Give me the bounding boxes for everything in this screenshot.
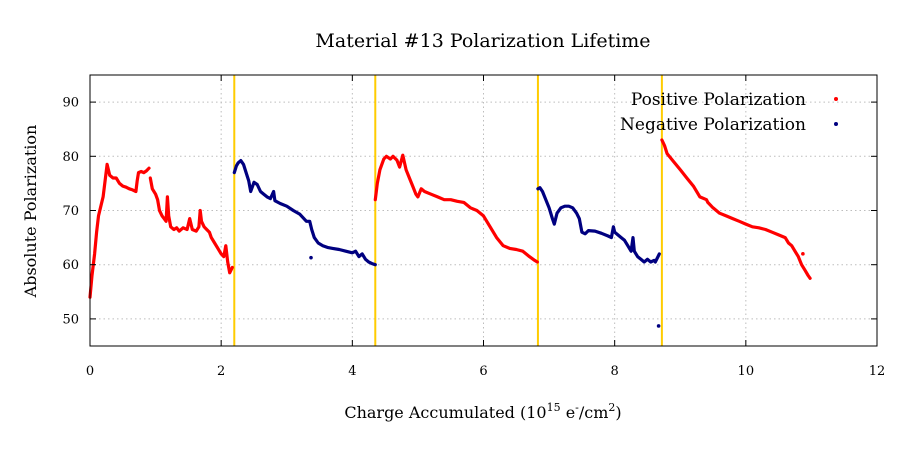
y-tick-label-70: 70 bbox=[62, 204, 79, 219]
marker-lines bbox=[233, 75, 663, 346]
legend-marker-positive bbox=[834, 97, 838, 101]
axis-ticks: 0 2 4 6 8 10 12 50 60 70 80 90 bbox=[62, 75, 885, 379]
series-positive-segment-4 bbox=[660, 138, 812, 280]
series-negative-point-1 bbox=[309, 255, 313, 260]
x-tick-label-2: 2 bbox=[217, 364, 225, 379]
y-tick-label-90: 90 bbox=[62, 96, 79, 111]
series-negative-segment-2 bbox=[536, 186, 661, 264]
legend-label-positive: Positive Polarization bbox=[631, 90, 806, 110]
y-axis-label: Absolute Polarization bbox=[21, 125, 40, 299]
legend: Positive Polarization Negative Polarizat… bbox=[620, 90, 838, 135]
series-negative-segment-1 bbox=[232, 159, 377, 267]
x-axis-label: Charge Accumulated (1015 e-/cm2) bbox=[344, 401, 621, 422]
series-layer bbox=[88, 138, 812, 328]
x-label-suffix: ) bbox=[615, 403, 621, 422]
grid-lines bbox=[90, 75, 877, 346]
x-tick-label-10: 10 bbox=[738, 364, 755, 379]
x-label-prefix: Charge Accumulated (10 bbox=[344, 403, 546, 422]
x-label-sup-square: 2 bbox=[608, 401, 615, 414]
x-tick-label-6: 6 bbox=[479, 364, 487, 379]
series-positive-segment-2 bbox=[148, 176, 234, 275]
series-positive-segment-3 bbox=[373, 153, 539, 264]
legend-label-negative: Negative Polarization bbox=[620, 115, 806, 135]
series-negative-point-2 bbox=[656, 324, 661, 328]
x-label-sup-minus: - bbox=[575, 401, 579, 414]
x-tick-label-8: 8 bbox=[611, 364, 619, 379]
chart-title: Material #13 Polarization Lifetime bbox=[315, 30, 650, 52]
x-tick-label-4: 4 bbox=[348, 364, 356, 379]
y-tick-label-80: 80 bbox=[62, 150, 79, 165]
y-tick-label-60: 60 bbox=[62, 258, 79, 273]
series-positive-point-1 bbox=[801, 252, 805, 256]
x-label-sup-exponent: 15 bbox=[547, 401, 561, 414]
series-positive-segment-1 bbox=[88, 162, 151, 299]
x-label-mid: e bbox=[561, 403, 576, 422]
x-tick-label-0: 0 bbox=[86, 364, 94, 379]
x-label-mid2: /cm bbox=[579, 403, 609, 422]
x-tick-label-12: 12 bbox=[869, 364, 886, 379]
y-tick-label-50: 50 bbox=[62, 312, 79, 327]
legend-marker-negative bbox=[834, 122, 838, 126]
